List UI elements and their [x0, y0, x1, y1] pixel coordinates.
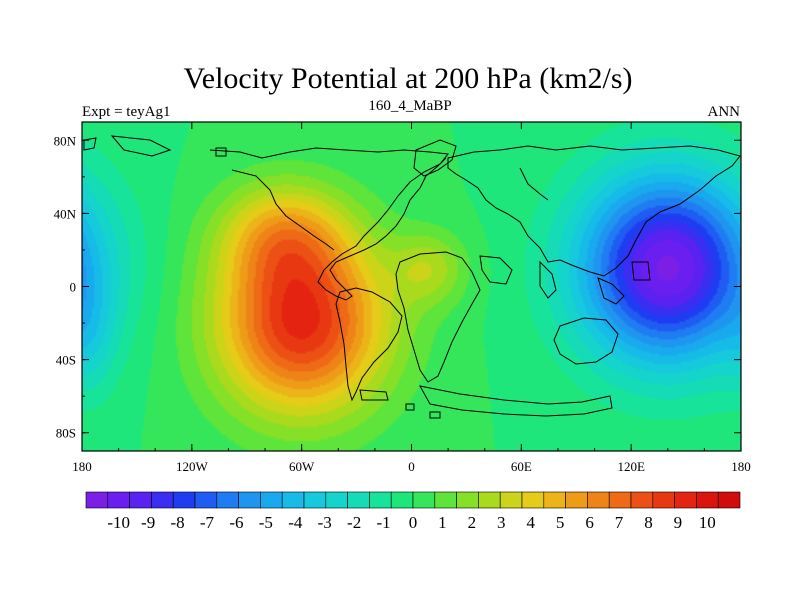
coast-south-america	[335, 287, 403, 402]
x-tick-label-1: 120W	[176, 459, 209, 474]
x-axis: 180 120W 60W 0 60E 120E 180	[72, 122, 751, 474]
plot-area	[81, 121, 742, 452]
colorbar-label-5: -5	[259, 513, 273, 532]
colorbar-swatch-20	[521, 491, 545, 509]
coast-island-3	[359, 389, 389, 401]
colorbar-label-6: -4	[288, 513, 303, 532]
coast-australia	[553, 317, 619, 365]
colorbar-swatch-9	[281, 491, 305, 509]
coast-arctic-islands	[110, 135, 172, 157]
y-tick-label-4: 80S	[56, 426, 76, 441]
colorbar-label-20: 10	[699, 513, 716, 532]
colorbar-swatch-13	[369, 491, 392, 509]
colorbar-label-8: -2	[347, 513, 361, 532]
colorbar-swatch-19	[499, 491, 523, 509]
colorbar-label-7: -3	[318, 513, 332, 532]
colorbar-swatch-8	[260, 491, 283, 509]
coast-maritime-continent	[631, 261, 651, 281]
colorbar-label-9: -1	[376, 513, 390, 532]
coast-india	[539, 260, 557, 299]
coast-north-america	[209, 147, 449, 301]
colorbar-label-1: -9	[141, 513, 155, 532]
colorbar-swatch-25	[630, 491, 654, 509]
coast-island-1	[405, 403, 415, 411]
colorbar-label-14: 4	[526, 513, 535, 532]
colorbar-swatch-3	[151, 491, 174, 509]
colorbar-label-10: 0	[409, 513, 418, 532]
colorbar-label-17: 7	[615, 513, 624, 532]
colorbar-swatch-24	[608, 491, 632, 509]
colorbar-swatch-10	[303, 491, 327, 509]
colorbar-swatch-21	[543, 491, 566, 509]
y-tick-label-0: 80N	[54, 133, 77, 148]
colorbar-label-12: 2	[468, 513, 477, 532]
coast-island-2	[429, 411, 441, 419]
colorbar-label-2: -8	[170, 513, 184, 532]
colorbar-swatch-14	[390, 491, 414, 509]
coast-arabia	[479, 255, 513, 285]
colorbar-label-11: 1	[438, 513, 447, 532]
colorbar-swatch-28	[696, 491, 719, 509]
colorbar-swatch-15	[412, 491, 436, 509]
x-tick-label-3: 0	[408, 459, 415, 474]
x-tick-label-0: 180	[72, 459, 92, 474]
colorbar-swatch-17	[456, 491, 479, 509]
colorbar-label-15: 5	[556, 513, 565, 532]
coast-southern-landmass	[419, 385, 613, 417]
colorbar-swatch-26	[652, 491, 675, 509]
colorbar-swatch-18	[478, 491, 501, 509]
coast-africa	[395, 251, 481, 383]
coast-southeast-asia	[597, 277, 625, 305]
colorbar-swatch-27	[674, 491, 697, 509]
x-tick-label-5: 120E	[617, 459, 645, 474]
colorbar-label-13: 3	[497, 513, 506, 532]
y-tick-label-3: 40S	[56, 353, 76, 368]
y-axis: 80N 40N 0 40S 80S	[54, 133, 741, 441]
colorbar-swatch-29	[717, 491, 741, 509]
y-tick-label-2: 0	[70, 280, 77, 295]
coast-eurasia	[447, 145, 741, 277]
colorbar-swatch-0	[85, 491, 109, 509]
colorbar-label-0: -10	[107, 513, 130, 532]
coastlines	[83, 135, 741, 419]
y-tick-label-1: 40N	[54, 206, 77, 221]
colorbar: -10 -9 -8 -7 -6 -5 -4 -3 -2 -1 0 1 2 3 4 5 6 7 8 9 10	[85, 491, 741, 532]
colorbar-swatch-11	[325, 491, 348, 509]
colorbar-label-18: 8	[644, 513, 653, 532]
x-tick-label-2: 60W	[289, 459, 315, 474]
coast-far-west	[83, 137, 97, 151]
subtitle-season: ANN	[708, 104, 741, 120]
x-tick-label-6: 180	[731, 459, 751, 474]
colorbar-swatch-16	[434, 491, 457, 509]
colorbar-label-16: 6	[585, 513, 594, 532]
colorbar-label-3: -7	[200, 513, 215, 532]
colorbar-swatch-23	[587, 491, 610, 509]
colorbar-swatch-5	[194, 491, 218, 509]
colorbar-swatch-1	[107, 491, 130, 509]
colorbar-label-4: -6	[229, 513, 243, 532]
colorbar-swatch-6	[216, 491, 239, 509]
colorbar-swatch-22	[565, 491, 588, 509]
coast-north-america-west	[231, 169, 335, 251]
colorbar-swatch-12	[347, 491, 370, 509]
colorbar-swatch-7	[238, 491, 261, 509]
coast-greenland	[413, 139, 457, 177]
coast-arctic-small	[215, 147, 227, 157]
velocity-potential-field	[82, 122, 741, 451]
x-tick-label-4: 60E	[511, 459, 532, 474]
subtitle-case: 160_4_MaBP	[368, 98, 451, 114]
colorbar-label-19: 9	[674, 513, 683, 532]
coast-europe-detail	[519, 167, 549, 201]
chart-title: Velocity Potential at 200 hPa (km2/s)	[183, 62, 632, 95]
subtitle-experiment: Expt = teyAg1	[82, 104, 170, 120]
colorbar-swatch-2	[129, 491, 152, 509]
colorbar-swatch-4	[172, 491, 196, 509]
